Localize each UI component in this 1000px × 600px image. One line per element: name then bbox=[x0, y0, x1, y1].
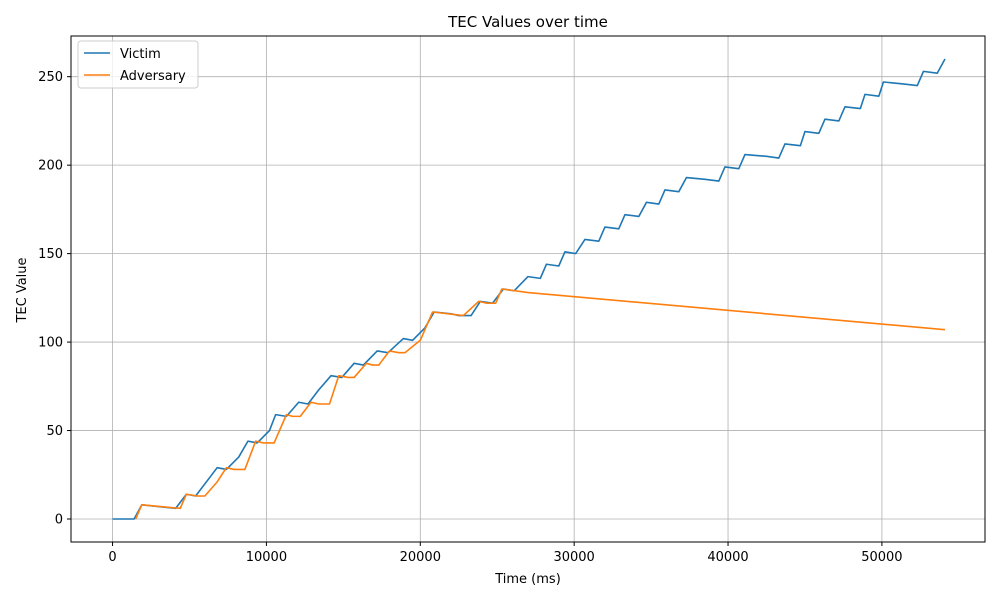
legend-label-adversary: Adversary bbox=[120, 69, 186, 84]
series-line-adversary bbox=[134, 288, 946, 520]
x-tick-label: 0 bbox=[108, 550, 116, 565]
x-tick-label: 10000 bbox=[246, 550, 287, 565]
grid-lines bbox=[71, 36, 985, 542]
y-axis-ticks: 0 50 100 150 200 250 bbox=[38, 70, 71, 528]
plot-frame bbox=[70, 35, 986, 543]
y-tick-label: 50 bbox=[46, 424, 63, 439]
x-tick-label: 30000 bbox=[553, 550, 594, 565]
series-line-victim bbox=[112, 58, 946, 520]
x-axis-label: Time (ms) bbox=[494, 572, 561, 587]
chart-title: TEC Values over time bbox=[447, 13, 608, 31]
y-tick-label: 150 bbox=[38, 247, 63, 262]
y-axis-label: TEC Value bbox=[15, 257, 30, 323]
y-tick-label: 0 bbox=[55, 513, 63, 528]
x-axis-ticks: 0 10000 20000 30000 40000 50000 bbox=[108, 542, 903, 565]
y-tick-label: 100 bbox=[38, 336, 63, 351]
y-tick-label: 250 bbox=[38, 70, 63, 85]
x-tick-label: 50000 bbox=[861, 550, 902, 565]
series-layer bbox=[112, 58, 946, 520]
legend-label-victim: Victim bbox=[120, 47, 161, 62]
y-tick-label: 200 bbox=[38, 159, 63, 174]
x-tick-label: 20000 bbox=[400, 550, 441, 565]
x-tick-label: 40000 bbox=[707, 550, 748, 565]
legend: Victim Adversary bbox=[77, 40, 199, 89]
